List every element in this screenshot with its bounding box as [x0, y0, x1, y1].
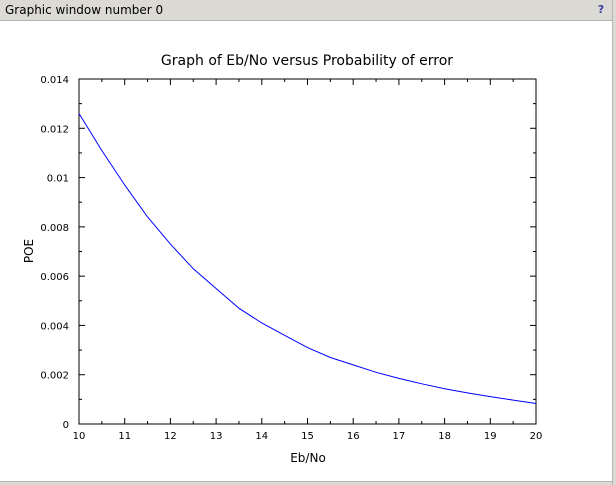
x-axis-label: Eb/No	[290, 451, 326, 465]
x-tick-label: 17	[393, 431, 406, 442]
y-tick-label: 0.006	[40, 272, 69, 283]
y-tick-label: 0.01	[47, 174, 69, 185]
x-tick-label: 11	[118, 431, 131, 442]
window-title: Graphic window number 0	[5, 3, 164, 17]
x-tick-label: 18	[438, 431, 451, 442]
question-icon[interactable]: ?	[597, 3, 605, 16]
x-tick-label: 13	[210, 431, 223, 442]
y-tick-label: 0.014	[40, 75, 69, 86]
x-tick-label: 12	[164, 431, 177, 442]
x-tick-label: 10	[73, 431, 86, 442]
y-axis-label: POE	[22, 239, 36, 263]
y-tick-label: 0.002	[40, 371, 69, 382]
graphic-canvas[interactable]: Graph of Eb/No versus Probability of err…	[0, 22, 612, 481]
x-axis: 10 11 12 13 14 15 16 17 18 19 20	[73, 79, 543, 442]
x-tick-label: 15	[301, 431, 314, 442]
window-right-edge	[612, 0, 616, 485]
chart-title: Graph of Eb/No versus Probability of err…	[161, 53, 453, 69]
x-tick-label: 19	[484, 431, 497, 442]
x-tick-label: 14	[255, 431, 268, 442]
x-tick-label: 20	[530, 431, 543, 442]
y-tick-label: 0.012	[40, 124, 69, 135]
window-bottom-edge	[0, 481, 612, 485]
poe-curve	[78, 113, 537, 404]
plot-area	[78, 78, 537, 425]
window-titlebar[interactable]: Graphic window number 0 ?	[0, 0, 612, 21]
y-tick-label: 0.008	[40, 223, 69, 234]
y-axis: 0 0.002 0.004 0.006 0.008 0.01 0.012 0.014	[40, 75, 536, 431]
poe-chart: Graph of Eb/No versus Probability of err…	[22, 53, 543, 465]
y-tick-label: 0.004	[40, 321, 69, 332]
y-tick-label: 0	[63, 420, 69, 431]
x-tick-label: 16	[347, 431, 360, 442]
